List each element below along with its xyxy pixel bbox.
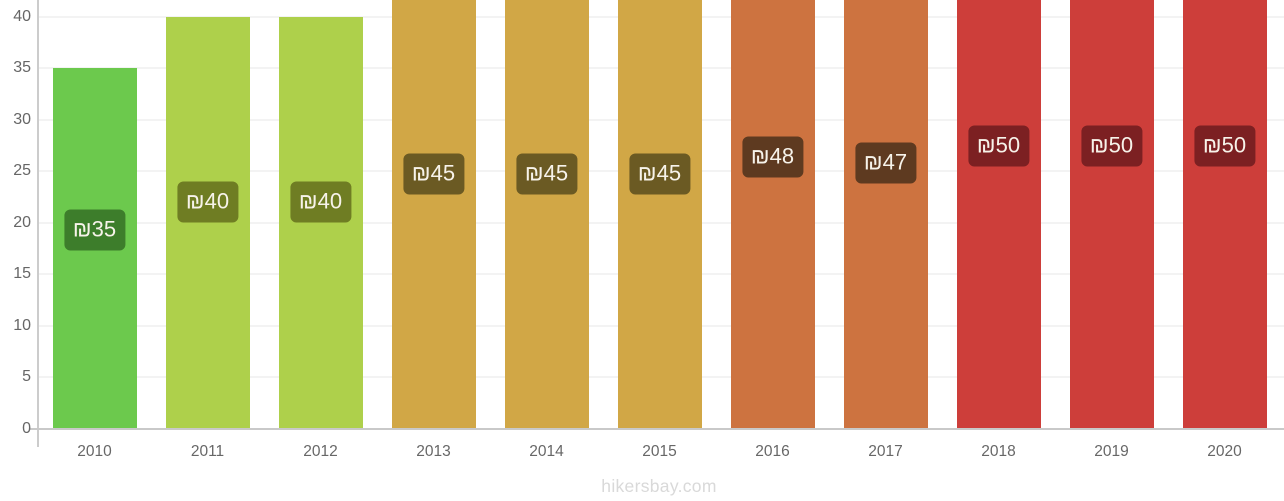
x-axis-tick-label-2019: 2019 (1094, 443, 1129, 460)
x-axis-tick-label-2020: 2020 (1207, 443, 1242, 460)
x-axis-tick-label-2012: 2012 (303, 443, 338, 460)
value-label-2020: ₪50 (1193, 125, 1256, 167)
bar-2018[interactable] (956, 0, 1041, 429)
plot-area: ₪35 ₪40 ₪40 ₪45 ₪45 ₪45 ₪48 ₪47 ₪50 ₪50 ₪50 (38, 0, 1284, 429)
y-axis-tick-label-0: 0 (22, 419, 31, 437)
x-axis-tick-label-2016: 2016 (755, 443, 790, 460)
x-axis-tick-label-2013: 2013 (416, 443, 451, 460)
y-axis-line (37, 0, 39, 447)
y-axis-tick-label-10: 10 (13, 316, 31, 334)
value-label-2019: ₪50 (1080, 125, 1143, 167)
x-axis-line (29, 428, 1284, 430)
bar-2013[interactable] (391, 0, 476, 429)
bar-2016[interactable] (730, 0, 815, 429)
y-axis-tick-label-5: 5 (22, 368, 31, 386)
value-label-2017: ₪47 (854, 142, 917, 184)
value-label-2015: ₪45 (628, 153, 691, 195)
bar-2017[interactable] (843, 0, 928, 429)
x-axis-tick-label-2010: 2010 (77, 443, 112, 460)
bar-2019[interactable] (1069, 0, 1154, 429)
value-label-2014: ₪45 (515, 153, 578, 195)
value-label-2011: ₪40 (176, 181, 239, 223)
bar-2020[interactable] (1182, 0, 1267, 429)
y-axis-tick-label-15: 15 (13, 265, 31, 283)
y-axis-tick-label-20: 20 (13, 213, 31, 231)
value-label-2012: ₪40 (289, 181, 352, 223)
x-axis-tick-label-2014: 2014 (529, 443, 564, 460)
x-axis-tick-label-2015: 2015 (642, 443, 677, 460)
x-axis-tick-label-2017: 2017 (868, 443, 903, 460)
value-label-2010: ₪35 (63, 209, 126, 251)
bar-2014[interactable] (504, 0, 589, 429)
x-axis-tick-label-2011: 2011 (190, 443, 225, 460)
value-label-2013: ₪45 (402, 153, 465, 195)
x-axis-tick-label-2018: 2018 (981, 443, 1016, 460)
bar-2011[interactable] (165, 17, 250, 429)
bar-2015[interactable] (617, 0, 702, 429)
y-axis-tick-label-35: 35 (13, 59, 31, 77)
watermark: hikersbay.com (601, 476, 717, 496)
bar-2012[interactable] (278, 17, 363, 429)
value-label-2016: ₪48 (741, 136, 804, 178)
y-axis-tick-label-40: 40 (13, 8, 31, 25)
y-axis-tick-label-30: 30 (13, 110, 31, 128)
y-axis-tick-label-25: 25 (13, 162, 31, 180)
y-axis-tick-mark (29, 428, 38, 430)
value-label-2018: ₪50 (967, 125, 1030, 167)
